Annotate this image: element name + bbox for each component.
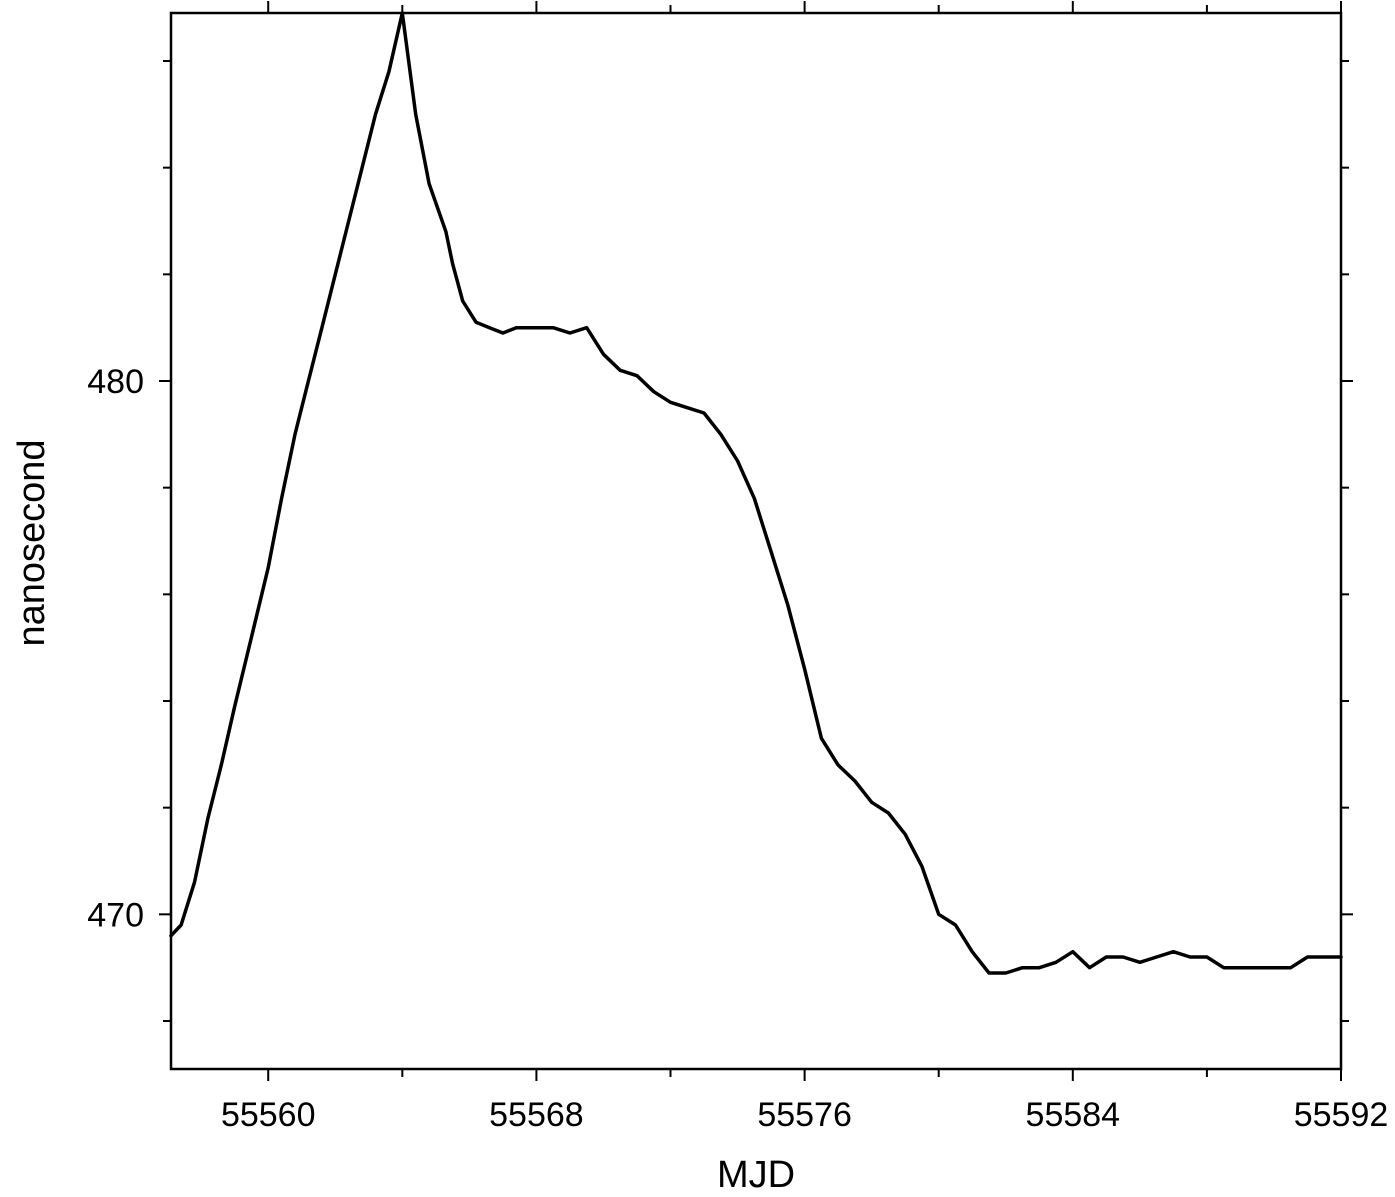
x-axis: 55560 55568 55576 55584 55592 [221,1,1388,1134]
x-tick-label: 55568 [489,1096,584,1134]
x-axis-title: MJD [717,1154,795,1196]
plot-frame-group [169,11,1343,1071]
x-tick-label: 55560 [221,1096,316,1134]
x-tick-label: 55584 [1026,1096,1121,1134]
series-line [169,11,1343,975]
plot-frame [169,11,1343,1071]
x-tick-label: 55576 [757,1096,852,1134]
y-tick-label: 470 [87,896,144,934]
y-tick-label: 480 [87,363,144,401]
x-tick-label: 55592 [1294,1096,1389,1134]
y-axis: 470 480 [87,60,1353,1022]
y-axis-title: nanosecond [11,439,53,646]
series-group [169,11,1343,975]
